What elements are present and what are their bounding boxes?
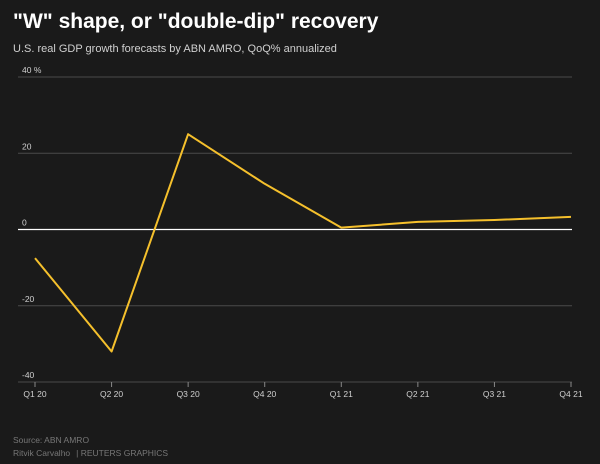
gridlines (18, 76, 572, 383)
source-note: Source: ABN AMRO (13, 435, 90, 445)
author-credit: Ritvik Carvalho (13, 448, 71, 458)
x-tick-label: Q2 21 (406, 389, 429, 399)
chart-title: "W" shape, or "double-dip" recovery (13, 10, 379, 33)
graphics-credit: | REUTERS GRAPHICS (76, 448, 169, 458)
x-tick-label: Q4 20 (253, 389, 276, 399)
x-tick-label: Q4 21 (559, 389, 582, 399)
x-tick-label: Q2 20 (100, 389, 123, 399)
y-axis-ticks: 40 % 20 0 -20 -40 (22, 65, 42, 380)
y-tick-label: 40 % (22, 65, 42, 75)
chart-subtitle: U.S. real GDP growth forecasts by ABN AM… (13, 43, 337, 55)
credit-line: Ritvik Carvalho | REUTERS GRAPHICS (13, 448, 168, 458)
series-layer (34, 133, 572, 353)
y-tick-label: -40 (22, 370, 35, 380)
x-tick-label: Q1 20 (23, 389, 46, 399)
x-axis-ticks: Q1 20 Q2 20 Q3 20 Q4 20 Q1 21 Q2 21 Q3 21 Q4 21 (23, 382, 583, 399)
y-tick-label: 0 (22, 218, 27, 228)
x-tick-label: Q1 21 (330, 389, 353, 399)
series-line (34, 133, 572, 353)
x-tick-label: Q3 21 (483, 389, 506, 399)
y-tick-label: 20 (22, 141, 32, 151)
y-tick-label: -20 (22, 294, 35, 304)
x-tick-label: Q3 20 (177, 389, 200, 399)
